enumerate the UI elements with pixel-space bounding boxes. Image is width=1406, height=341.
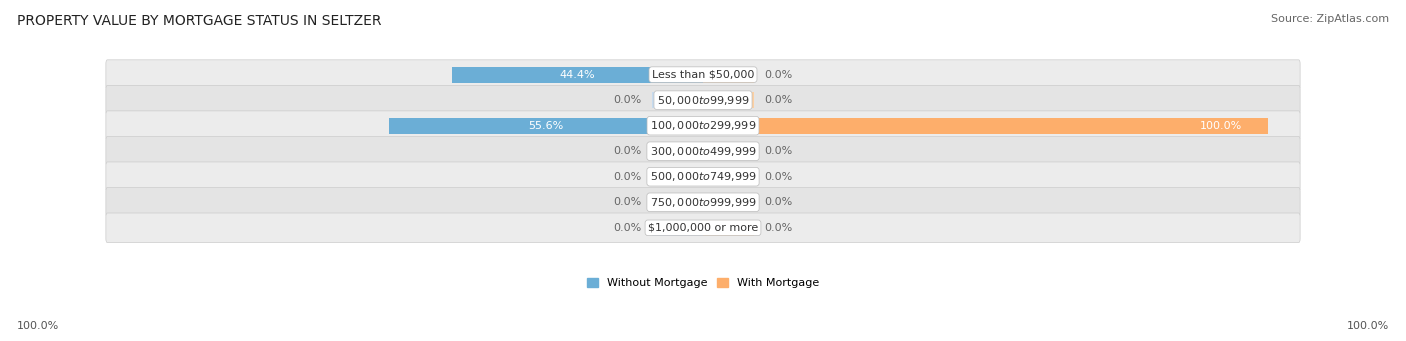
Text: 0.0%: 0.0% (765, 146, 793, 156)
Text: 0.0%: 0.0% (765, 95, 793, 105)
Bar (703, 118, 1268, 134)
Bar (651, 220, 703, 236)
FancyBboxPatch shape (105, 162, 1301, 192)
Text: Source: ZipAtlas.com: Source: ZipAtlas.com (1271, 14, 1389, 24)
Text: Less than $50,000: Less than $50,000 (652, 70, 754, 80)
FancyBboxPatch shape (105, 213, 1301, 242)
Text: 100.0%: 100.0% (17, 321, 59, 331)
Bar (703, 67, 755, 83)
Bar (651, 169, 703, 185)
Text: $500,000 to $749,999: $500,000 to $749,999 (650, 170, 756, 183)
Text: $1,000,000 or more: $1,000,000 or more (648, 223, 758, 233)
Bar (703, 169, 755, 185)
FancyBboxPatch shape (105, 111, 1301, 140)
Bar (703, 143, 755, 159)
Text: 55.6%: 55.6% (529, 121, 564, 131)
Text: 100.0%: 100.0% (1347, 321, 1389, 331)
Bar (651, 143, 703, 159)
Text: 0.0%: 0.0% (613, 172, 641, 182)
Text: $750,000 to $999,999: $750,000 to $999,999 (650, 196, 756, 209)
Legend: Without Mortgage, With Mortgage: Without Mortgage, With Mortgage (582, 273, 824, 293)
FancyBboxPatch shape (105, 188, 1301, 217)
Text: 0.0%: 0.0% (613, 197, 641, 207)
Text: PROPERTY VALUE BY MORTGAGE STATUS IN SELTZER: PROPERTY VALUE BY MORTGAGE STATUS IN SEL… (17, 14, 381, 28)
Text: 100.0%: 100.0% (1199, 121, 1241, 131)
Text: 0.0%: 0.0% (765, 223, 793, 233)
Text: 0.0%: 0.0% (613, 223, 641, 233)
Text: $100,000 to $299,999: $100,000 to $299,999 (650, 119, 756, 132)
Text: 0.0%: 0.0% (613, 95, 641, 105)
Bar (703, 92, 755, 108)
Bar (389, 118, 703, 134)
Bar (703, 118, 755, 134)
Bar (703, 220, 755, 236)
Text: 0.0%: 0.0% (613, 146, 641, 156)
Text: 0.0%: 0.0% (765, 70, 793, 80)
FancyBboxPatch shape (105, 136, 1301, 166)
Text: $50,000 to $99,999: $50,000 to $99,999 (657, 94, 749, 107)
FancyBboxPatch shape (105, 85, 1301, 115)
Bar (651, 92, 703, 108)
Text: 0.0%: 0.0% (765, 172, 793, 182)
Bar (703, 194, 755, 210)
Bar (651, 194, 703, 210)
Text: $300,000 to $499,999: $300,000 to $499,999 (650, 145, 756, 158)
FancyBboxPatch shape (105, 60, 1301, 89)
Text: 0.0%: 0.0% (765, 197, 793, 207)
Bar (453, 67, 703, 83)
Bar (651, 118, 703, 134)
Text: 44.4%: 44.4% (560, 70, 595, 80)
